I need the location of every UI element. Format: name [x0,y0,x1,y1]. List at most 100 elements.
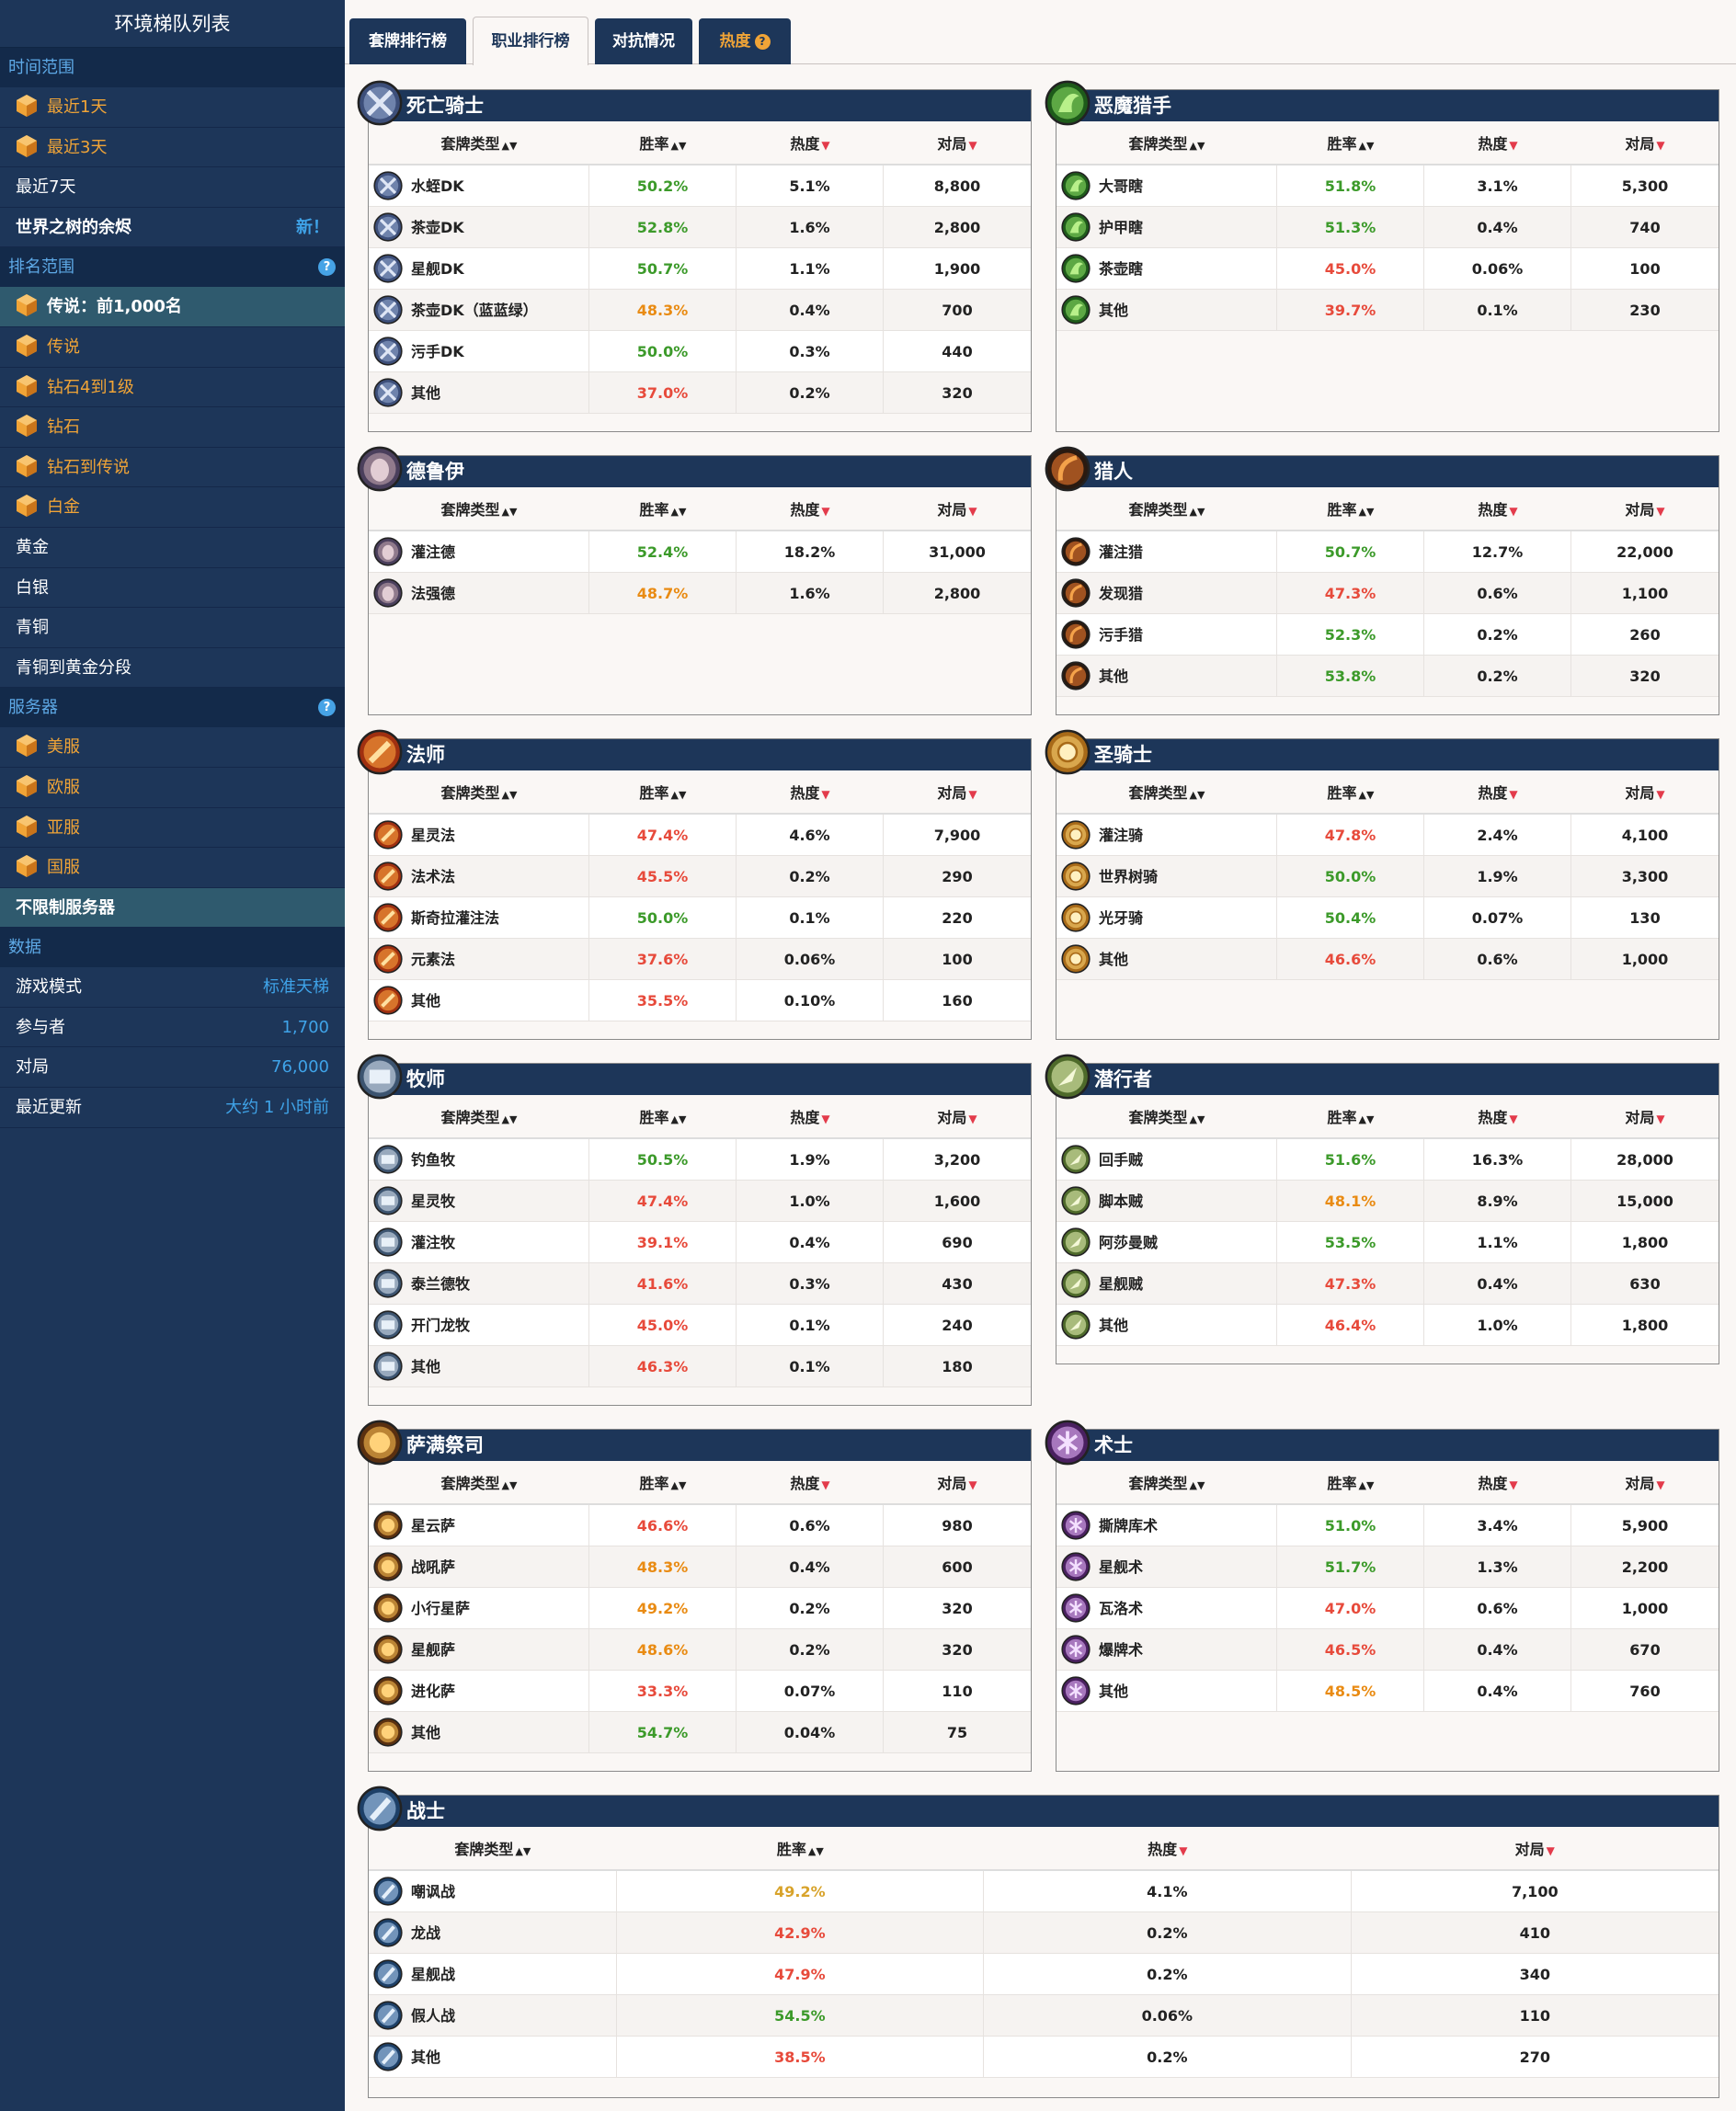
expansion-filter[interactable]: 世界之树的余烬 新！ [0,208,345,248]
table-row[interactable]: 星灵法 47.4% 4.6% 7,900 [369,814,1031,856]
tab-popularity[interactable]: 热度? [699,18,791,64]
table-row[interactable]: 星舰DK 50.7% 1.1% 1,900 [369,247,1031,290]
server-item[interactable]: 亚服 [0,808,345,849]
table-row[interactable]: 阿莎曼贼 53.5% 1.1% 1,800 [1056,1221,1719,1263]
rank-range-item[interactable]: 青铜到黄金分段 [0,648,345,689]
table-row[interactable]: 灌注牧 39.1% 0.4% 690 [369,1221,1031,1263]
col-popularity[interactable]: 热度 ▼ [1424,131,1571,154]
col-popularity[interactable]: 热度 ▼ [737,781,884,803]
rank-range-item[interactable]: 黄金 [0,528,345,568]
table-row[interactable]: 星舰贼 47.3% 0.4% 630 [1056,1262,1719,1305]
table-row[interactable]: 其他 54.7% 0.04% 75 [369,1711,1031,1753]
tab-deck-rank[interactable]: 套牌排行榜 [349,18,466,64]
rank-range-item[interactable]: 白银 [0,568,345,609]
col-winrate[interactable]: 胜率 ▲▼ [589,497,737,519]
col-games[interactable]: 对局 ▼ [884,781,1031,803]
table-row[interactable]: 星灵牧 47.4% 1.0% 1,600 [369,1180,1031,1222]
col-popularity[interactable]: 热度 ▼ [1424,781,1571,803]
col-archetype[interactable]: 套牌类型 ▲▼ [369,1837,617,1859]
col-games[interactable]: 对局 ▼ [884,497,1031,519]
table-row[interactable]: 脚本贼 48.1% 8.9% 15,000 [1056,1180,1719,1222]
col-popularity[interactable]: 热度 ▼ [1424,497,1571,519]
tab-class-rank[interactable]: 职业排行榜 [473,17,588,65]
question-circle-icon[interactable]: ? [318,699,336,717]
tab-matchups[interactable]: 对抗情况 [595,18,692,64]
table-row[interactable]: 其他 48.5% 0.4% 760 [1056,1670,1719,1712]
table-row[interactable]: 战吼萨 48.3% 0.4% 600 [369,1546,1031,1588]
table-row[interactable]: 星舰战 47.9% 0.2% 340 [369,1953,1719,1995]
table-row[interactable]: 斯奇拉灌注法 50.0% 0.1% 220 [369,896,1031,939]
table-row[interactable]: 大哥瞎 51.8% 3.1% 5,300 [1056,165,1719,207]
col-popularity[interactable]: 热度 ▼ [737,131,884,154]
col-winrate[interactable]: 胜率 ▲▼ [1277,781,1424,803]
table-row[interactable]: 开门龙牧 45.0% 0.1% 240 [369,1304,1031,1346]
table-row[interactable]: 嘲讽战 49.2% 4.1% 7,100 [369,1870,1719,1912]
question-circle-icon[interactable]: ? [318,258,336,277]
time-range-item[interactable]: 最近1天 [0,87,345,128]
server-item[interactable]: 国服 [0,848,345,888]
col-archetype[interactable]: 套牌类型 ▲▼ [1056,1105,1277,1127]
col-winrate[interactable]: 胜率 ▲▼ [589,1471,737,1493]
table-row[interactable]: 小行星萨 49.2% 0.2% 320 [369,1587,1031,1629]
rank-range-item[interactable]: 钻石到传说 [0,448,345,488]
time-range-item[interactable]: 最近3天 [0,128,345,168]
col-archetype[interactable]: 套牌类型 ▲▼ [369,497,589,519]
table-row[interactable]: 其他 39.7% 0.1% 230 [1056,289,1719,331]
col-archetype[interactable]: 套牌类型 ▲▼ [1056,781,1277,803]
table-row[interactable]: 回手贼 51.6% 16.3% 28,000 [1056,1138,1719,1181]
col-archetype[interactable]: 套牌类型 ▲▼ [1056,1471,1277,1493]
col-popularity[interactable]: 热度 ▼ [737,1105,884,1127]
rank-range-item[interactable]: 钻石 [0,407,345,448]
table-row[interactable]: 假人战 54.5% 0.06% 110 [369,1994,1719,2037]
server-item[interactable]: 不限制服务器 [0,887,345,929]
table-row[interactable]: 法术法 45.5% 0.2% 290 [369,855,1031,897]
table-row[interactable]: 灌注德 52.4% 18.2% 31,000 [369,531,1031,573]
table-row[interactable]: 世界树骑 50.0% 1.9% 3,300 [1056,855,1719,897]
col-popularity[interactable]: 热度 ▼ [1424,1471,1571,1493]
table-row[interactable]: 钓鱼牧 50.5% 1.9% 3,200 [369,1138,1031,1181]
table-row[interactable]: 其他 46.4% 1.0% 1,800 [1056,1304,1719,1346]
col-archetype[interactable]: 套牌类型 ▲▼ [369,781,589,803]
time-range-item[interactable]: 最近7天 [0,167,345,208]
table-row[interactable]: 法强德 48.7% 1.6% 2,800 [369,572,1031,614]
table-row[interactable]: 护甲瞎 51.3% 0.4% 740 [1056,206,1719,248]
table-row[interactable]: 爆牌术 46.5% 0.4% 670 [1056,1628,1719,1671]
col-games[interactable]: 对局 ▼ [1352,1837,1719,1859]
col-games[interactable]: 对局 ▼ [1571,1471,1719,1493]
col-winrate[interactable]: 胜率 ▲▼ [1277,1105,1424,1127]
server-item[interactable]: 美服 [0,727,345,768]
col-popularity[interactable]: 热度 ▼ [1424,1105,1571,1127]
table-row[interactable]: 其他 37.0% 0.2% 320 [369,371,1031,414]
table-row[interactable]: 星舰萨 48.6% 0.2% 320 [369,1628,1031,1671]
table-row[interactable]: 发现猎 47.3% 0.6% 1,100 [1056,572,1719,614]
table-row[interactable]: 龙战 42.9% 0.2% 410 [369,1911,1719,1954]
col-archetype[interactable]: 套牌类型 ▲▼ [1056,131,1277,154]
table-row[interactable]: 其他 46.6% 0.6% 1,000 [1056,938,1719,980]
table-row[interactable]: 其他 53.8% 0.2% 320 [1056,655,1719,697]
table-row[interactable]: 水蛭DK 50.2% 5.1% 8,800 [369,165,1031,207]
table-row[interactable]: 其他 46.3% 0.1% 180 [369,1345,1031,1387]
table-row[interactable]: 其他 38.5% 0.2% 270 [369,2036,1719,2078]
col-popularity[interactable]: 热度 ▼ [737,1471,884,1493]
table-row[interactable]: 茶壶DK 52.8% 1.6% 2,800 [369,206,1031,248]
rank-range-item[interactable]: 传说 [0,327,345,368]
rank-range-item[interactable]: 青铜 [0,608,345,648]
table-row[interactable]: 元素法 37.6% 0.06% 100 [369,938,1031,980]
col-popularity[interactable]: 热度 ▼ [984,1837,1351,1859]
col-games[interactable]: 对局 ▼ [1571,1105,1719,1127]
server-item[interactable]: 欧服 [0,768,345,808]
col-games[interactable]: 对局 ▼ [1571,131,1719,154]
rank-range-item[interactable]: 白金 [0,487,345,528]
table-row[interactable]: 污手猎 52.3% 0.2% 260 [1056,613,1719,656]
col-archetype[interactable]: 套牌类型 ▲▼ [369,131,589,154]
table-row[interactable]: 瓦洛术 47.0% 0.6% 1,000 [1056,1587,1719,1629]
table-row[interactable]: 灌注骑 47.8% 2.4% 4,100 [1056,814,1719,856]
col-winrate[interactable]: 胜率 ▲▼ [589,781,737,803]
table-row[interactable]: 泰兰德牧 41.6% 0.3% 430 [369,1262,1031,1305]
table-row[interactable]: 光牙骑 50.4% 0.07% 130 [1056,896,1719,939]
rank-range-item[interactable]: 钻石4到1级 [0,368,345,408]
col-archetype[interactable]: 套牌类型 ▲▼ [369,1471,589,1493]
table-row[interactable]: 灌注猎 50.7% 12.7% 22,000 [1056,531,1719,573]
table-row[interactable]: 茶壶DK（蓝蓝绿） 48.3% 0.4% 700 [369,289,1031,331]
col-winrate[interactable]: 胜率 ▲▼ [1277,1471,1424,1493]
